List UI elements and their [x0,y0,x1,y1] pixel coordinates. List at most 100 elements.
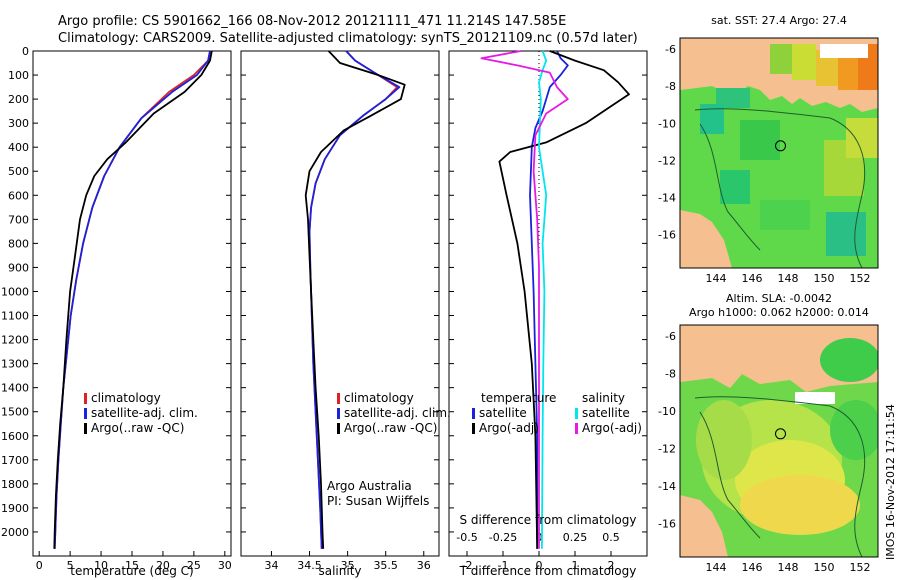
new-guinea-land [680,352,760,388]
y-tick-label: 800 [8,237,29,250]
series-line-satellite-adj-clim- [308,50,401,549]
temperature-x-label: temperature (deg C) [70,564,193,578]
australia-land [680,210,732,268]
sst-patch [770,44,792,74]
x-tick-label: 1 [572,559,579,572]
legend-label-argo: Argo(..raw -QC) [91,421,184,435]
legend-label-s-argo: Argo(-adj) [582,421,642,435]
legend-swatch-satellite [337,408,340,419]
map-x-tick-label: 148 [778,561,799,574]
depth-contour [699,411,761,539]
x-tick-label: 30 [218,559,232,572]
sst-patch [740,120,780,160]
argo-position-marker [775,140,786,152]
map-x-tick-label: 152 [850,272,871,285]
map-y-tick-label: -6 [665,330,676,343]
y-tick-label: 1800 [1,478,29,491]
difference-legend: temperature salinity satellite Argo(-adj… [472,391,642,435]
temperature-legend: climatology satellite-adj. clim. Argo(..… [84,391,198,435]
cloud-patch [820,44,868,58]
x-tick-label: 35 [341,559,355,572]
sst-patch [838,56,858,90]
y-tick-label: 1400 [1,382,29,395]
sla-map-title-1: Altim. SLA: -0.0042 [726,292,832,305]
y-tick-label: 1300 [1,358,29,371]
legend-swatch-argo [337,423,340,434]
y-tick-label: 600 [8,189,29,202]
legend-swatch-satellite [84,408,87,419]
series-line-argo-raw-qc- [304,50,406,549]
map-x-tick-label: 152 [850,561,871,574]
y-tick-label: 100 [8,69,29,82]
series-line-satellite-adj-clim- [53,50,211,549]
header-line-2: Climatology: CARS2009. Satellite-adjuste… [58,31,638,46]
sla-map: Altim. SLA: -0.0042 Argo h1000: 0.062 h2… [679,292,879,558]
x-tick-label: 15 [125,559,139,572]
map-x-tick-label: 150 [814,272,835,285]
y-tick-label: 500 [8,165,29,178]
x-tick-label: -1 [498,559,509,572]
y-tick-label: 1000 [1,285,29,298]
y-tick-label: 1900 [1,502,29,515]
s-tick-label: 0.25 [563,531,588,544]
legend-swatch-climatology [337,393,340,404]
sst-patch [792,44,816,80]
legend-label-argo: Argo(..raw -QC) [344,421,437,435]
y-tick-label: 2000 [1,526,29,539]
map-y-tick-label: -14 [658,192,676,205]
map-x-tick-label: 150 [814,561,835,574]
series-line-t-satellite [529,50,569,549]
series-line-t-argo-adj- [498,50,630,549]
y-tick-label: 1200 [1,334,29,347]
y-tick-label: 200 [8,93,29,106]
map-x-tick-label: 144 [706,561,727,574]
x-tick-label: 20 [156,559,170,572]
island-mask [795,392,835,404]
legend-swatch-t-argo [472,423,475,434]
sst-patch [760,200,810,230]
sla-map-frame [679,324,879,558]
x-tick-label: 35.5 [373,559,398,572]
sst-patch [720,170,750,204]
x-tick-label: 2 [608,559,615,572]
depth-contour [694,108,866,268]
s-tick-label: 0.5 [602,531,620,544]
difference-s-x-label: S difference from climatology [460,513,637,527]
map-x-tick-label: 144 [706,272,727,285]
pi-annotation-line-2: PI: Susan Wijffels [327,494,429,508]
map-y-tick-label: -10 [658,405,676,418]
y-tick-label: 0 [22,45,29,58]
salinity-legend: climatology satellite-adj. clim. Argo(..… [327,391,451,508]
legend-title-salinity: salinity [582,391,625,405]
legend-label-satellite: satellite-adj. clim. [344,406,451,420]
y-tick-label: 400 [8,141,29,154]
legend-swatch-climatology [84,393,87,404]
map-y-tick-label: -8 [665,80,676,93]
profile-lines [53,50,630,549]
depth-contour [694,396,866,557]
legend-label-satellite: satellite-adj. clim. [91,406,198,420]
map-y-tick-label: -16 [658,229,676,242]
y-tick-label: 1500 [1,406,29,419]
axis-ticks: 0 5 10 15 20 25 300100200300400500600700800900… [1,43,871,574]
x-tick-label: 0 [36,559,43,572]
legend-label-climatology: climatology [344,391,414,405]
legend-label-s-satellite: satellite [582,406,630,420]
sst-patch [826,212,866,256]
argo-position-marker [775,428,786,440]
sla-patch [830,400,878,460]
legend-title-temperature: temperature [481,391,556,405]
y-tick-label: 900 [8,261,29,274]
legend-label-t-argo: Argo(-adj) [479,421,539,435]
sst-map: sat. SST: 27.4 Argo: 27.4 [679,14,879,269]
depth-contour [699,123,761,251]
x-tick-label: 36 [417,559,431,572]
map-y-tick-label: -16 [658,517,676,530]
map-y-tick-label: -8 [665,368,676,381]
s-tick-label: -0.5 [456,531,477,544]
y-tick-label: 300 [8,117,29,130]
series-line-argo-raw-qc- [53,50,213,549]
map-y-tick-label: -14 [658,480,676,493]
x-tick-label: 34 [264,559,278,572]
s-tick-label: -0.25 [489,531,517,544]
